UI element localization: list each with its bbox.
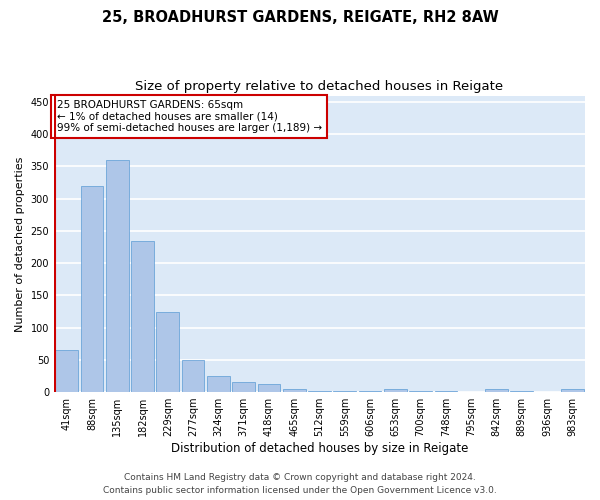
Bar (485, 389, 508, 392)
Text: 25, BROADHURST GARDENS, REIGATE, RH2 8AW: 25, BROADHURST GARDENS, REIGATE, RH2 8AW (101, 10, 499, 25)
Bar (207, 376, 230, 392)
Bar (157, 312, 179, 392)
X-axis label: Distribution of detached houses by size in Reigate: Distribution of detached houses by size … (171, 442, 468, 455)
Bar (131, 240, 154, 392)
Bar (308, 391, 331, 392)
Text: 25 BROADHURST GARDENS: 65sqm
← 1% of detached houses are smaller (14)
99% of sem: 25 BROADHURST GARDENS: 65sqm ← 1% of det… (56, 100, 322, 133)
Bar (55, 350, 78, 392)
Bar (384, 389, 407, 392)
Bar (283, 389, 305, 392)
Bar (232, 382, 255, 392)
Bar (182, 360, 205, 392)
Bar (334, 391, 356, 392)
Bar (561, 389, 584, 392)
Text: Contains HM Land Registry data © Crown copyright and database right 2024.
Contai: Contains HM Land Registry data © Crown c… (103, 473, 497, 495)
Title: Size of property relative to detached houses in Reigate: Size of property relative to detached ho… (136, 80, 503, 93)
Bar (80, 186, 103, 392)
Bar (257, 384, 280, 392)
Y-axis label: Number of detached properties: Number of detached properties (15, 156, 25, 332)
Bar (106, 160, 128, 392)
